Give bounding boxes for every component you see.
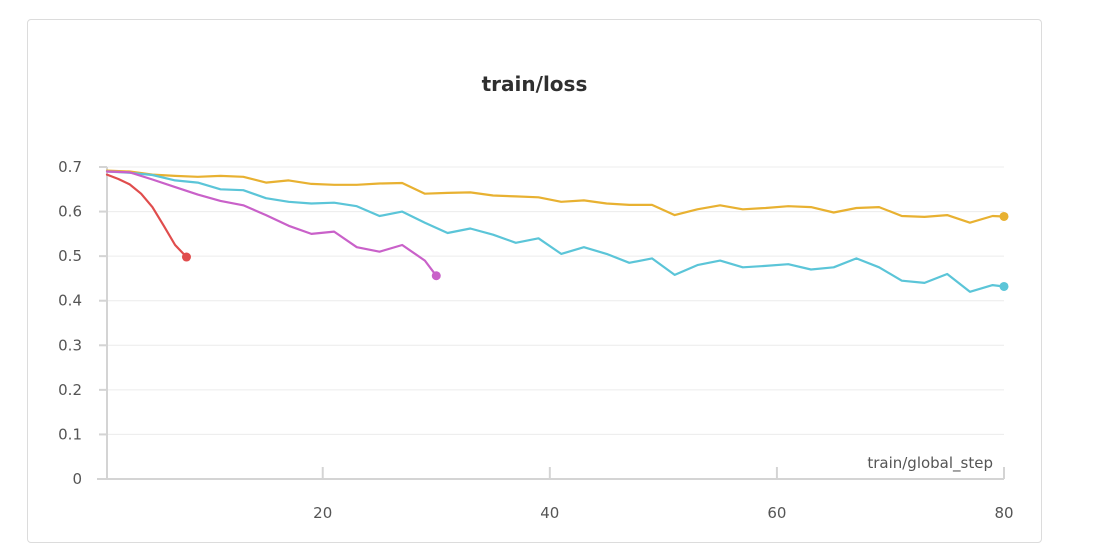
y-tick-label: 0.2	[58, 381, 82, 399]
x-axis-label: train/global_step	[867, 454, 993, 473]
x-tick-label: 80	[994, 504, 1013, 522]
series-line-1	[105, 169, 1006, 224]
x-tick-label: 20	[313, 504, 332, 522]
series-end-marker-4	[181, 252, 191, 262]
series-line-4	[105, 173, 188, 259]
series-line-3	[105, 170, 438, 277]
y-tick-label: 0.3	[58, 336, 82, 354]
x-tick-label: 40	[540, 504, 559, 522]
x-tick-label: 60	[767, 504, 786, 522]
series-end-marker-1	[999, 211, 1009, 221]
y-tick-label: 0.4	[58, 292, 82, 310]
y-tick-label: 0.6	[58, 203, 82, 221]
y-tick-label: 0.5	[58, 247, 82, 265]
series-line-2	[105, 170, 1006, 293]
y-tick-label: 0.7	[58, 158, 82, 176]
series-end-marker-3	[431, 271, 441, 281]
chart-title: train/loss	[481, 72, 588, 96]
y-tick-label: 0.1	[58, 425, 82, 443]
chart-panel: train/loss	[27, 19, 1042, 543]
y-tick-label: 0	[72, 470, 82, 488]
series-end-marker-2	[999, 281, 1009, 291]
